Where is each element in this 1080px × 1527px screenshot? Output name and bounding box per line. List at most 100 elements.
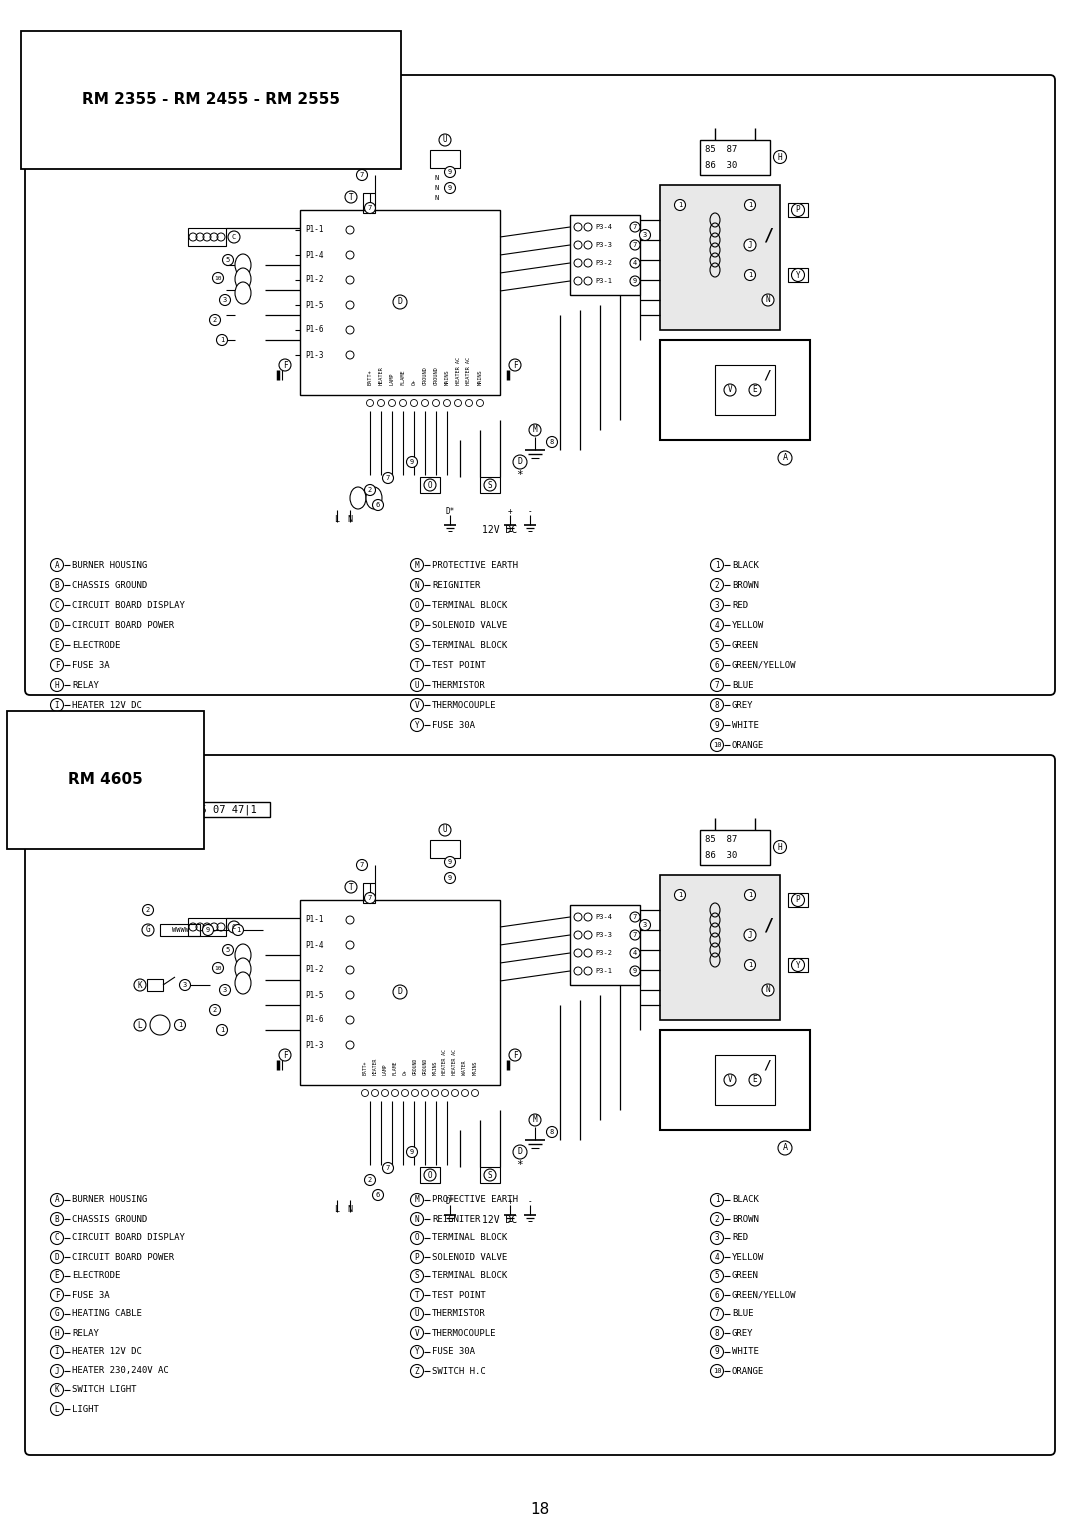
Circle shape bbox=[143, 904, 153, 916]
Circle shape bbox=[546, 437, 557, 447]
Text: 2: 2 bbox=[715, 580, 719, 589]
Text: 10: 10 bbox=[713, 742, 721, 748]
Text: M: M bbox=[415, 1196, 419, 1205]
Text: 9: 9 bbox=[715, 1347, 719, 1356]
Circle shape bbox=[744, 959, 756, 971]
Text: CIRCUIT BOARD POWER: CIRCUIT BOARD POWER bbox=[72, 1252, 174, 1261]
Circle shape bbox=[232, 924, 243, 936]
Bar bbox=[188, 918, 226, 936]
Text: 10: 10 bbox=[713, 1368, 721, 1374]
Text: SOLENOID VALVE: SOLENOID VALVE bbox=[432, 1252, 508, 1261]
Circle shape bbox=[365, 203, 376, 214]
Text: TERMINAL BLOCK: TERMINAL BLOCK bbox=[432, 1272, 508, 1281]
Text: 86  30: 86 30 bbox=[705, 851, 738, 860]
Text: 7: 7 bbox=[633, 915, 637, 919]
Text: 5: 5 bbox=[226, 947, 230, 953]
Text: THERMISTOR: THERMISTOR bbox=[432, 1310, 486, 1318]
Text: WIRING DIAGRAM: WIRING DIAGRAM bbox=[38, 43, 245, 63]
Circle shape bbox=[51, 698, 64, 712]
Text: YELLOW: YELLOW bbox=[732, 620, 765, 629]
Text: T: T bbox=[415, 1290, 419, 1299]
Text: V: V bbox=[728, 1075, 732, 1084]
Circle shape bbox=[410, 698, 423, 712]
Text: BURNER HOUSING: BURNER HOUSING bbox=[72, 560, 147, 570]
Text: CIRCUIT BOARD DISPLAY: CIRCUIT BOARD DISPLAY bbox=[72, 600, 185, 609]
Text: P3-2: P3-2 bbox=[595, 260, 612, 266]
Text: D: D bbox=[517, 458, 523, 467]
Text: Z: Z bbox=[415, 1367, 419, 1376]
Text: HEATER: HEATER bbox=[378, 366, 383, 385]
Text: P1-4: P1-4 bbox=[305, 250, 324, 260]
Circle shape bbox=[51, 1307, 64, 1321]
FancyBboxPatch shape bbox=[25, 754, 1055, 1455]
Text: O: O bbox=[415, 1234, 419, 1243]
Text: GREY: GREY bbox=[732, 701, 754, 710]
Text: TEST POINT: TEST POINT bbox=[432, 1290, 486, 1299]
Ellipse shape bbox=[366, 487, 382, 508]
Text: FUSE 30A: FUSE 30A bbox=[432, 721, 475, 730]
Text: 7: 7 bbox=[633, 224, 637, 231]
Circle shape bbox=[228, 921, 240, 933]
Circle shape bbox=[410, 638, 423, 652]
Text: P1-1: P1-1 bbox=[305, 226, 324, 235]
Text: 9: 9 bbox=[410, 460, 414, 466]
Circle shape bbox=[51, 1383, 64, 1397]
Text: 3: 3 bbox=[715, 600, 719, 609]
Text: 7: 7 bbox=[633, 241, 637, 247]
Circle shape bbox=[445, 857, 456, 867]
Text: J: J bbox=[55, 1367, 59, 1376]
Circle shape bbox=[51, 1251, 64, 1263]
Ellipse shape bbox=[235, 269, 251, 290]
Text: GREEN: GREEN bbox=[732, 1272, 759, 1281]
Text: +: + bbox=[508, 1197, 512, 1206]
Bar bbox=[480, 1167, 500, 1183]
Text: FUSE 3A: FUSE 3A bbox=[72, 1290, 110, 1299]
Circle shape bbox=[410, 559, 423, 571]
Text: T: T bbox=[349, 192, 353, 202]
Circle shape bbox=[445, 872, 456, 884]
Bar bbox=[363, 192, 375, 212]
Text: 12V DC: 12V DC bbox=[483, 1215, 517, 1225]
Text: THERMOCOUPLE: THERMOCOUPLE bbox=[432, 1328, 497, 1338]
Circle shape bbox=[711, 739, 724, 751]
Text: BLACK: BLACK bbox=[732, 1196, 759, 1205]
Text: 8: 8 bbox=[550, 1128, 554, 1135]
Text: P3-1: P3-1 bbox=[595, 278, 612, 284]
Text: D: D bbox=[517, 1147, 523, 1156]
Bar bbox=[788, 957, 808, 973]
Text: GREY: GREY bbox=[732, 1328, 754, 1338]
Text: YELLOW: YELLOW bbox=[732, 1252, 765, 1261]
Text: F: F bbox=[513, 1051, 517, 1060]
Text: 1: 1 bbox=[747, 202, 752, 208]
Bar bbox=[570, 215, 640, 295]
Circle shape bbox=[711, 1212, 724, 1226]
Text: U: U bbox=[443, 136, 447, 145]
Text: 6: 6 bbox=[715, 1290, 719, 1299]
Text: SWITCH LIGHT: SWITCH LIGHT bbox=[72, 1385, 136, 1394]
Text: RELAY: RELAY bbox=[72, 681, 99, 690]
Text: BURNER HOUSING: BURNER HOUSING bbox=[72, 1196, 147, 1205]
Circle shape bbox=[51, 658, 64, 672]
Text: A: A bbox=[55, 560, 59, 570]
Text: E: E bbox=[753, 385, 757, 394]
Bar bbox=[660, 875, 780, 1020]
Circle shape bbox=[438, 825, 451, 835]
Text: F: F bbox=[55, 661, 59, 669]
Text: ORANGE: ORANGE bbox=[732, 1367, 765, 1376]
Text: V: V bbox=[728, 385, 732, 394]
Circle shape bbox=[445, 166, 456, 177]
Text: 2: 2 bbox=[715, 1214, 719, 1223]
Text: GROUND: GROUND bbox=[413, 1058, 418, 1075]
Text: 12V DC: 12V DC bbox=[483, 525, 517, 534]
Text: N: N bbox=[415, 580, 419, 589]
Circle shape bbox=[424, 479, 436, 492]
Text: O: O bbox=[428, 481, 432, 490]
Circle shape bbox=[750, 383, 761, 395]
Text: *: * bbox=[516, 1161, 524, 1170]
Text: HEATER 230,240V AC: HEATER 230,240V AC bbox=[72, 721, 168, 730]
Circle shape bbox=[513, 455, 527, 469]
Text: 3: 3 bbox=[183, 982, 187, 988]
Circle shape bbox=[356, 860, 367, 870]
Text: N: N bbox=[348, 516, 352, 524]
Text: 9: 9 bbox=[633, 278, 637, 284]
